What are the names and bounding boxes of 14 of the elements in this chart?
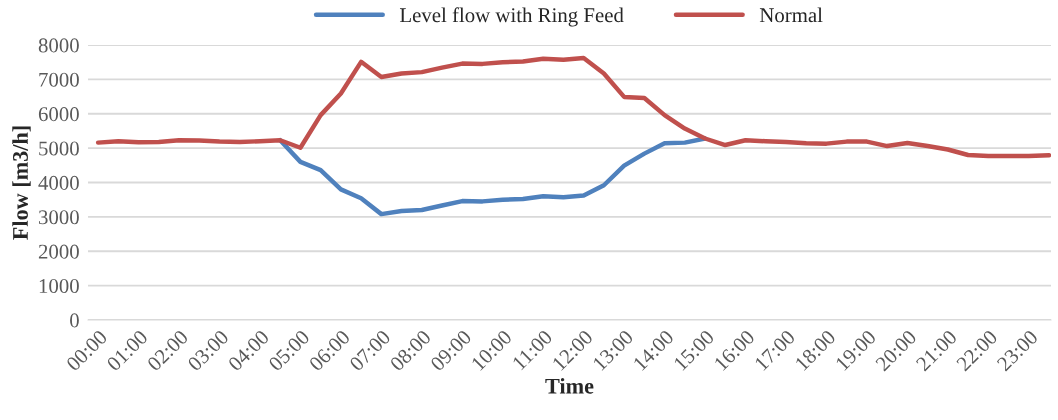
y-tick-label: 3000 [39, 210, 79, 225]
y-axis-title: Flow [m3/h] [12, 126, 31, 240]
y-tick-label: 1000 [39, 279, 79, 294]
y-tick-label: 2000 [38, 244, 79, 259]
line-series [95, 55, 1051, 159]
y-tick-label: 7000 [39, 72, 79, 87]
y-tick-label: 0 [70, 313, 79, 328]
legend-label: Normal [759, 7, 823, 23]
y-tick-label: 4000 [38, 175, 79, 190]
y-tick-label: 5000 [39, 141, 79, 156]
y-tick-label: 8000 [38, 38, 79, 53]
y-tick-label: 6000 [38, 107, 79, 122]
legend-label: Level flow with Ring Feed [399, 7, 624, 27]
x-axis-title: Time [545, 378, 594, 394]
